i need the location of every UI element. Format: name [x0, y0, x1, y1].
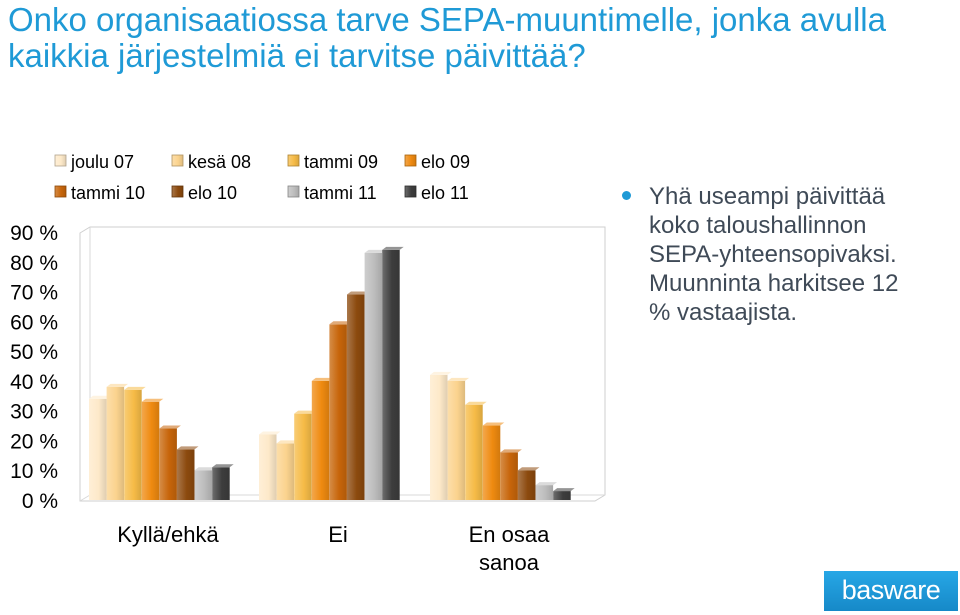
- bar-top: [382, 246, 404, 250]
- bar: [106, 386, 125, 500]
- bar-top: [518, 467, 540, 471]
- bar-top: [276, 440, 299, 444]
- legend-label: tammi 09: [304, 152, 378, 172]
- legend-label: joulu 07: [70, 152, 134, 172]
- bar-top: [465, 401, 487, 405]
- commentary-line: koko taloushallinnon: [649, 212, 867, 239]
- bar-top: [89, 395, 111, 399]
- bar-top: [447, 377, 470, 381]
- x-category-label: Ei: [328, 522, 348, 547]
- bar-top: [259, 431, 281, 435]
- bar-top: [177, 446, 199, 450]
- bar-top: [329, 321, 351, 325]
- bar: [329, 324, 347, 500]
- bar-top: [311, 377, 334, 381]
- basware-logo-text: basware: [841, 575, 941, 605]
- bar: [294, 413, 312, 500]
- bar: [500, 452, 518, 500]
- legend-swatch: [404, 154, 417, 167]
- bar-top: [106, 383, 129, 387]
- bar: [194, 470, 213, 500]
- bar-top: [500, 449, 522, 453]
- bar: [482, 425, 501, 500]
- bar: [382, 249, 400, 500]
- basware-logo: basware: [824, 571, 958, 611]
- y-tick-label: 10 %: [10, 460, 58, 483]
- legend-swatch: [404, 185, 417, 198]
- bars: [89, 246, 575, 500]
- bar-top: [482, 422, 505, 426]
- y-tick-label: 60 %: [10, 311, 58, 334]
- bar: [159, 428, 177, 500]
- bar: [465, 404, 483, 500]
- bar: [553, 491, 571, 500]
- legend-label: tammi 11: [304, 183, 377, 203]
- bar: [177, 449, 195, 500]
- y-tick-label: 50 %: [10, 341, 58, 364]
- legend-swatch: [171, 185, 184, 198]
- y-tick-label: 0 %: [22, 490, 58, 513]
- bar: [276, 443, 295, 500]
- bar-top: [535, 482, 558, 486]
- y-tick-label: 70 %: [10, 282, 58, 305]
- y-tick-label: 30 %: [10, 401, 58, 424]
- bullet-icon: [622, 191, 631, 200]
- bar-top: [553, 488, 575, 492]
- bar: [89, 398, 107, 500]
- bar-top: [159, 425, 181, 429]
- bar: [447, 380, 466, 500]
- commentary-line: % vastaajista.: [649, 299, 798, 326]
- bar: [535, 485, 554, 500]
- x-axis-labels: Kyllä/ehkä Ei En osaa sanoa: [117, 522, 550, 575]
- bar: [124, 389, 142, 500]
- y-tick-label: 80 %: [10, 252, 58, 275]
- legend-swatch: [171, 154, 184, 167]
- page-title: Onko organisaatiossa tarve SEPA-muuntime…: [8, 1, 886, 74]
- legend-swatch: [287, 154, 300, 167]
- bar-top: [124, 386, 146, 390]
- commentary-bullet: Yhä useampi päivittää koko taloushallinn…: [622, 182, 957, 327]
- bar-top: [364, 249, 387, 253]
- bar: [518, 470, 536, 500]
- bar-top: [430, 371, 452, 375]
- legend: joulu 07 kesä 08 tammi 09 elo 09 tammi 10 elo…: [54, 152, 470, 203]
- legend-swatch: [287, 185, 300, 198]
- y-tick-label: 90 %: [10, 222, 58, 245]
- bar: [141, 401, 160, 500]
- legend-swatch: [54, 185, 67, 198]
- bar: [212, 467, 230, 500]
- y-tick-label: 20 %: [10, 430, 58, 453]
- commentary-line: Yhä useampi päivittää: [649, 183, 886, 210]
- bar-top: [212, 464, 234, 468]
- commentary-line: Muunninta harkitsee 12: [649, 270, 899, 297]
- bar-top: [347, 291, 369, 295]
- bar: [259, 434, 277, 500]
- legend-swatch: [54, 154, 67, 167]
- legend-label: kesä 08: [188, 152, 251, 172]
- bar: [430, 374, 448, 500]
- legend-label: elo 10: [188, 183, 237, 203]
- legend-label: elo 11: [421, 183, 469, 203]
- y-tick-label: 40 %: [10, 371, 58, 394]
- x-category-label: En osaa sanoa: [469, 522, 550, 575]
- bar: [347, 294, 365, 500]
- y-axis-ticks: 0 % 10 % 20 % 30 % 40 % 50 % 60 % 70 % 80 % 90 %: [10, 222, 58, 513]
- bar-top: [194, 467, 217, 471]
- x-category-label: Kyllä/ehkä: [117, 522, 219, 547]
- legend-label: elo 09: [421, 152, 470, 172]
- legend-label: tammi 10: [71, 183, 145, 203]
- bar-top: [294, 410, 316, 414]
- bar-top: [141, 398, 164, 402]
- commentary-line: SEPA-yhteensopivaksi.: [649, 241, 897, 268]
- bar: [364, 252, 383, 500]
- bar: [311, 380, 330, 500]
